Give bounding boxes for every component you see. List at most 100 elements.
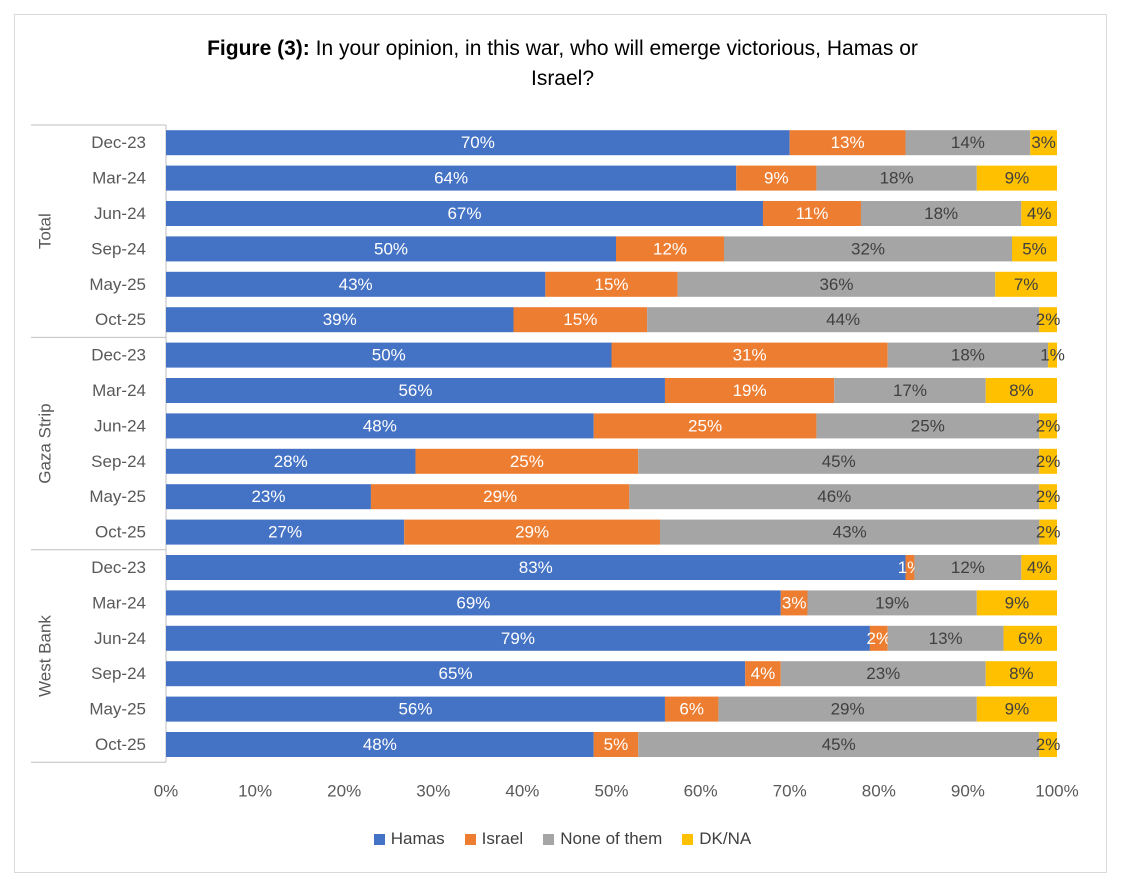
data-label: 18% (924, 204, 958, 223)
bar-none-of-them (905, 130, 1031, 156)
data-label: 29% (515, 523, 549, 542)
category-label: Jun-24 (94, 204, 146, 223)
bar-hamas (166, 448, 416, 474)
bar-israel (415, 448, 639, 474)
x-tick-label: 0% (154, 782, 179, 801)
x-tick-label: 50% (594, 782, 628, 801)
bar-dk-na (985, 378, 1057, 403)
bar-hamas (166, 696, 665, 722)
bar-none-of-them (860, 201, 1022, 226)
data-label: 4% (1027, 558, 1052, 577)
data-label: 18% (880, 169, 914, 188)
bar-israel (762, 201, 861, 226)
legend-swatch (373, 833, 385, 845)
legend-swatch (464, 833, 476, 845)
bar-none-of-them (718, 696, 977, 722)
data-label: 3% (782, 593, 807, 612)
bar-dk-na (1039, 413, 1057, 439)
bar-hamas (166, 555, 906, 580)
bar-israel (780, 590, 808, 616)
bar-dk-na (976, 165, 1057, 191)
bar-israel (616, 236, 724, 262)
category-label: Sep-24 (91, 239, 146, 258)
bar-hamas (166, 625, 870, 651)
legend-item: Israel (464, 829, 523, 849)
data-label: 69% (456, 593, 490, 612)
bar-hamas (166, 732, 594, 757)
category-label: Dec-23 (91, 133, 146, 152)
bar-none-of-them (647, 307, 1040, 333)
chart-title-label: Figure (3): (207, 37, 310, 60)
x-tick-label: 30% (416, 782, 450, 801)
data-label: 15% (563, 310, 597, 329)
data-label: 31% (733, 346, 767, 365)
data-label: 27% (268, 523, 302, 542)
bar-dk-na (995, 271, 1057, 297)
bar-dk-na (985, 661, 1057, 687)
category-label: Dec-23 (91, 558, 146, 577)
data-label: 2% (867, 629, 892, 648)
data-label: 25% (510, 452, 544, 471)
group-label: West Bank (36, 615, 55, 697)
bar-none-of-them (887, 625, 1004, 651)
data-label: 23% (251, 487, 285, 506)
bar-israel (611, 342, 888, 368)
data-label: 19% (733, 381, 767, 400)
data-label: 29% (831, 700, 865, 719)
bar-hamas (166, 130, 790, 156)
bar-israel (513, 307, 648, 333)
data-label: 45% (822, 735, 856, 754)
data-label: 83% (519, 558, 553, 577)
data-label: 14% (951, 133, 985, 152)
data-label: 50% (374, 239, 408, 258)
data-label: 11% (796, 204, 829, 223)
bar-none-of-them (780, 661, 986, 687)
data-label: 48% (363, 735, 397, 754)
bar-none-of-them (834, 378, 986, 403)
data-label: 7% (1014, 275, 1039, 294)
data-label: 4% (751, 664, 776, 683)
data-label: 6% (1018, 629, 1043, 648)
bar-none-of-them (638, 448, 1040, 474)
bar-dk-na (1039, 732, 1057, 757)
data-label: 70% (461, 133, 495, 152)
data-label: 15% (594, 275, 628, 294)
bar-israel (545, 271, 678, 297)
data-label: 9% (1005, 593, 1030, 612)
bar-hamas (166, 271, 546, 297)
data-label: 2% (1036, 452, 1061, 471)
data-label: 29% (483, 487, 517, 506)
category-label: Jun-24 (94, 629, 146, 648)
bar-israel (736, 165, 817, 191)
bar-none-of-them (677, 271, 996, 297)
bar-hamas (166, 590, 781, 616)
bar-dk-na (1003, 625, 1057, 651)
data-label: 18% (951, 346, 985, 365)
data-label: 13% (831, 133, 865, 152)
category-label: Mar-24 (92, 593, 146, 612)
bar-israel (370, 484, 630, 510)
data-label: 67% (447, 204, 481, 223)
bar-dk-na (1039, 484, 1057, 510)
bar-hamas (166, 484, 371, 510)
bar-dk-na (1048, 342, 1057, 368)
chart-title: Figure (3): In your opinion, in this war… (0, 34, 1125, 94)
data-label: 2% (1036, 735, 1061, 754)
data-label: 9% (764, 169, 789, 188)
bar-none-of-them (807, 590, 977, 616)
bar-dk-na (976, 696, 1057, 722)
data-label: 2% (1036, 310, 1061, 329)
bar-dk-na (1039, 448, 1057, 474)
category-label: May-25 (89, 275, 146, 294)
data-label: 36% (819, 275, 853, 294)
legend-label: None of them (560, 829, 663, 848)
x-tick-label: 90% (951, 782, 985, 801)
bar-israel (745, 661, 781, 687)
bar-hamas (166, 236, 616, 262)
data-label: 8% (1009, 381, 1034, 400)
legend-label: Hamas (390, 829, 445, 848)
data-label: 13% (929, 629, 963, 648)
category-label: May-25 (89, 487, 146, 506)
data-label: 25% (911, 416, 945, 435)
